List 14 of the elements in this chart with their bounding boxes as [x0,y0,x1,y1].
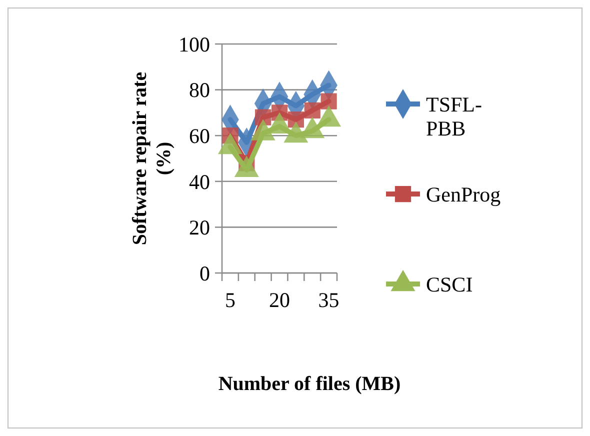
y-tick-label: 40 [189,170,210,194]
y-tick-label: 60 [189,124,210,148]
y-axis-title: Software repair rate (%) [129,72,175,246]
x-tick-label: 20 [269,288,290,312]
legend-label: TSFL-PBB [426,92,482,140]
x-tick-label: 35 [318,288,340,312]
x-axis-title: Number of files (MB) [218,373,401,395]
y-tick-label: 100 [178,32,210,56]
legend-label: CSCI [426,272,473,296]
y-tick-label: 80 [189,78,210,102]
y-tick-label: 0 [200,261,210,286]
legend-label: GenProg [426,182,502,206]
y-tick-label: 20 [189,216,210,240]
x-tick-label: 5 [224,288,236,312]
